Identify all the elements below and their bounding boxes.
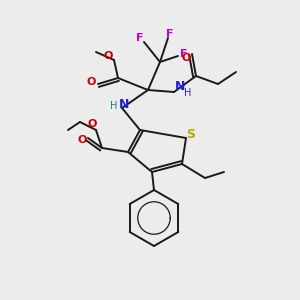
Text: H: H [110,101,118,111]
Text: O: O [103,51,113,61]
Text: S: S [187,128,196,140]
Text: O: O [86,77,96,87]
Text: F: F [136,33,144,43]
Text: F: F [166,29,174,39]
Text: O: O [77,135,87,145]
Text: N: N [175,80,185,92]
Text: O: O [181,53,191,63]
Text: F: F [180,49,188,59]
Text: O: O [87,119,97,129]
Text: N: N [119,98,129,112]
Text: H: H [184,88,192,98]
